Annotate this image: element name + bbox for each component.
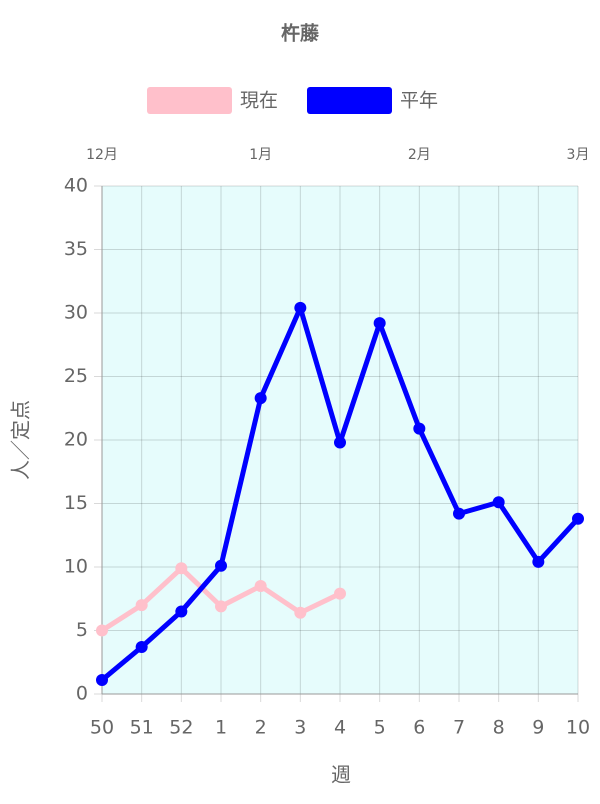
legend-swatch bbox=[307, 87, 392, 114]
legend-swatch bbox=[147, 87, 232, 114]
x-tick-label: 8 bbox=[493, 717, 505, 739]
y-tick-label: 0 bbox=[76, 683, 88, 705]
data-point bbox=[96, 624, 108, 637]
legend-label: 平年 bbox=[400, 90, 438, 112]
data-point bbox=[294, 606, 307, 619]
chart-title: 杵藤 bbox=[281, 22, 320, 45]
data-point bbox=[254, 392, 267, 405]
y-tick-label: 25 bbox=[64, 365, 88, 387]
data-point bbox=[373, 317, 386, 330]
data-point bbox=[334, 587, 346, 600]
x-tick-label: 10 bbox=[566, 717, 590, 739]
x2-tick-label: 3月 bbox=[567, 147, 590, 163]
data-point bbox=[135, 599, 148, 612]
x2-tick-label: 2月 bbox=[408, 147, 431, 163]
data-point bbox=[175, 562, 188, 575]
data-point bbox=[135, 641, 148, 654]
x-tick-label: 4 bbox=[334, 717, 346, 739]
data-point bbox=[254, 580, 267, 593]
x-axis-label: 週 bbox=[331, 763, 351, 787]
data-point bbox=[492, 496, 505, 509]
data-point bbox=[572, 512, 584, 525]
x-tick-label: 1 bbox=[215, 717, 227, 739]
x-tick-label: 5 bbox=[374, 717, 386, 739]
data-point bbox=[532, 555, 545, 568]
x-tick-label: 51 bbox=[130, 717, 154, 739]
y-tick-label: 35 bbox=[64, 238, 88, 260]
legend-label: 現在 bbox=[240, 90, 278, 112]
y-tick-label: 40 bbox=[64, 175, 88, 197]
x-tick-label: 7 bbox=[453, 717, 465, 739]
x2-tick-label: 12月 bbox=[86, 147, 118, 163]
y-tick-label: 15 bbox=[64, 492, 88, 514]
data-point bbox=[294, 301, 307, 314]
data-point bbox=[175, 605, 188, 618]
x-tick-label: 50 bbox=[90, 717, 114, 739]
x-tick-label: 2 bbox=[255, 717, 267, 739]
y-tick-label: 30 bbox=[64, 302, 88, 324]
data-point bbox=[215, 600, 227, 613]
x-tick-label: 6 bbox=[413, 717, 425, 739]
x-tick-label: 9 bbox=[532, 717, 544, 739]
y-axis-label: 人／定点 bbox=[9, 400, 33, 480]
x2-tick-label: 1月 bbox=[249, 147, 272, 163]
y-tick-label: 10 bbox=[64, 556, 88, 578]
data-point bbox=[453, 507, 465, 520]
x-tick-label: 52 bbox=[169, 717, 193, 739]
data-point bbox=[413, 422, 426, 435]
data-point bbox=[215, 559, 227, 572]
y-tick-label: 20 bbox=[64, 429, 88, 451]
data-point bbox=[96, 674, 108, 687]
data-point bbox=[334, 436, 346, 449]
y-tick-label: 5 bbox=[76, 619, 88, 641]
x-tick-label: 3 bbox=[294, 717, 306, 739]
